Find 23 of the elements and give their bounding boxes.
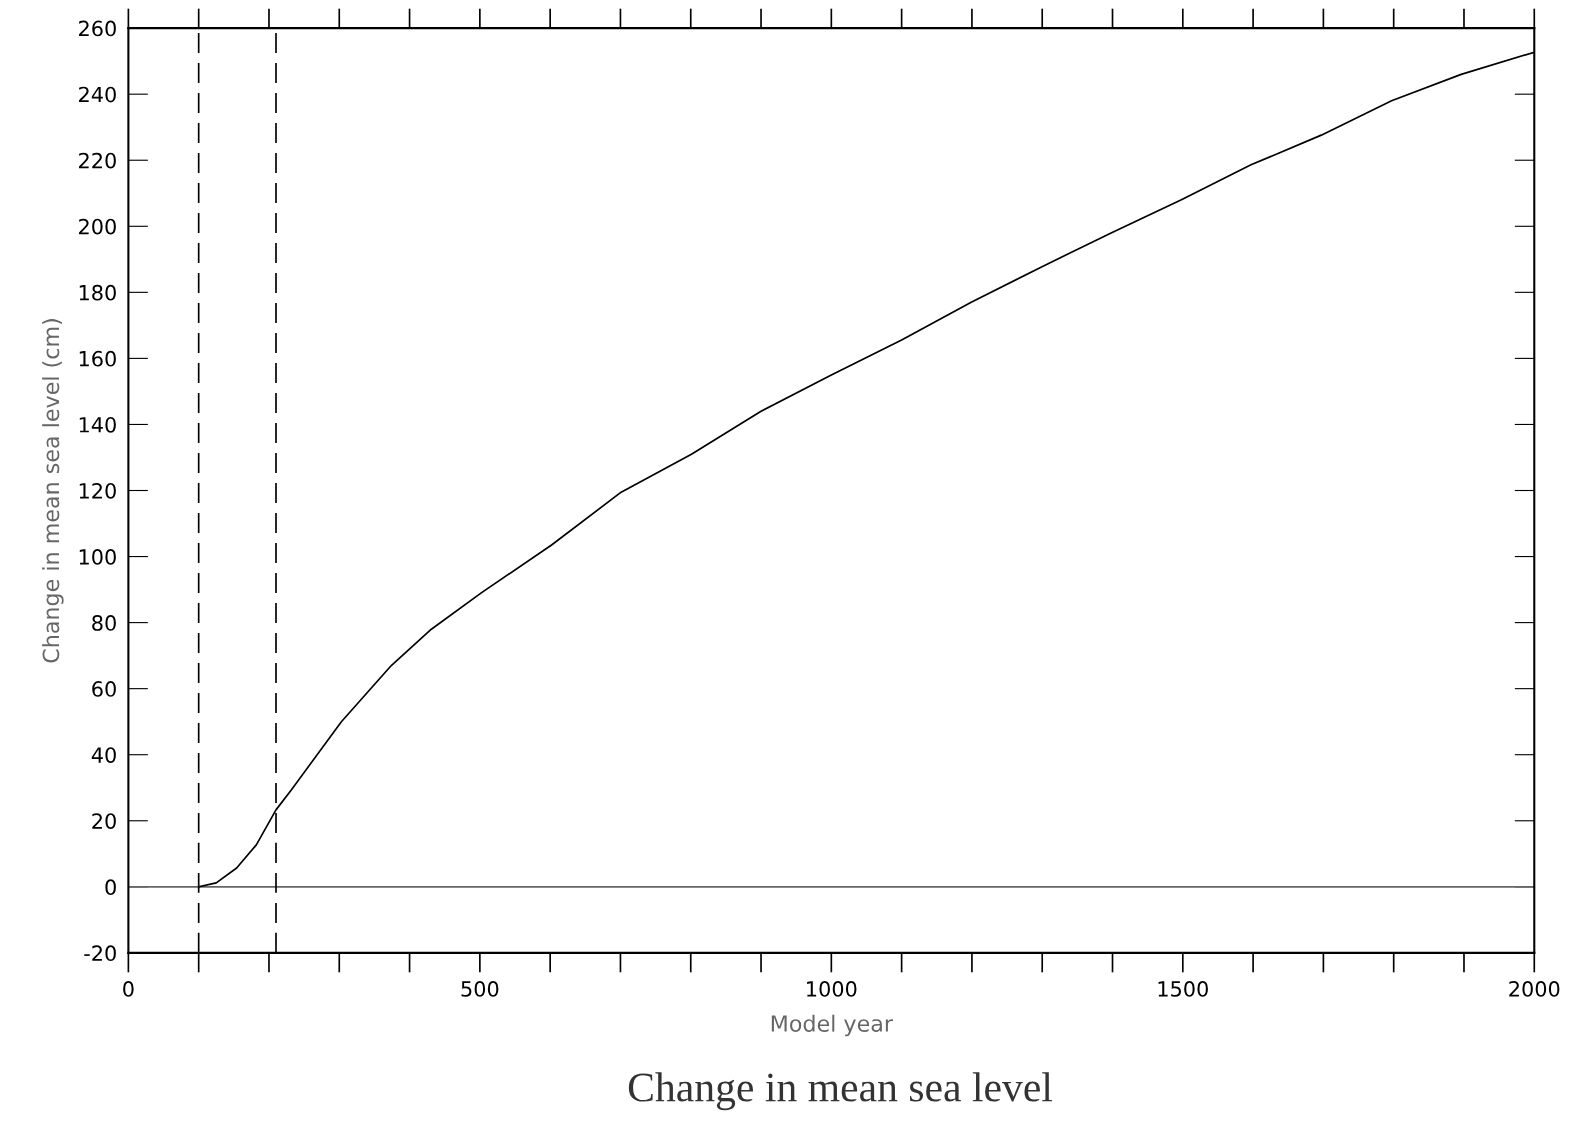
x-tick-label: 0 — [123, 981, 134, 997]
y-axis-title: Change in mean sea level (cm) — [42, 319, 64, 663]
y-tick-label: 180 — [79, 284, 116, 301]
x-axis-title: Model year — [771, 1014, 894, 1037]
y-tick-label: 200 — [79, 218, 116, 235]
y-tick-label: 240 — [79, 86, 116, 103]
y-tick-label: 60 — [92, 681, 116, 697]
x-tick-label: 1500 — [1158, 981, 1208, 997]
x-tick-label: 2000 — [1509, 981, 1560, 997]
y-tick-label: 0 — [105, 879, 116, 896]
y-tick-label: 120 — [79, 482, 116, 499]
x-tick-label: 1000 — [807, 981, 857, 997]
y-tick-label: -20 — [84, 945, 116, 962]
y-tick-label: 260 — [79, 20, 116, 37]
y-tick-label: 160 — [79, 350, 116, 367]
y-tick-label: 80 — [92, 615, 116, 631]
y-tick-label: 140 — [79, 416, 116, 433]
x-tick-label: 500 — [461, 981, 499, 997]
y-tick-label: 220 — [79, 152, 116, 169]
y-tick-label: 20 — [92, 813, 116, 829]
y-tick-label: 40 — [91, 747, 116, 763]
y-tick-label: 100 — [79, 549, 116, 565]
text: Change in mean sea level — [628, 1072, 1053, 1111]
